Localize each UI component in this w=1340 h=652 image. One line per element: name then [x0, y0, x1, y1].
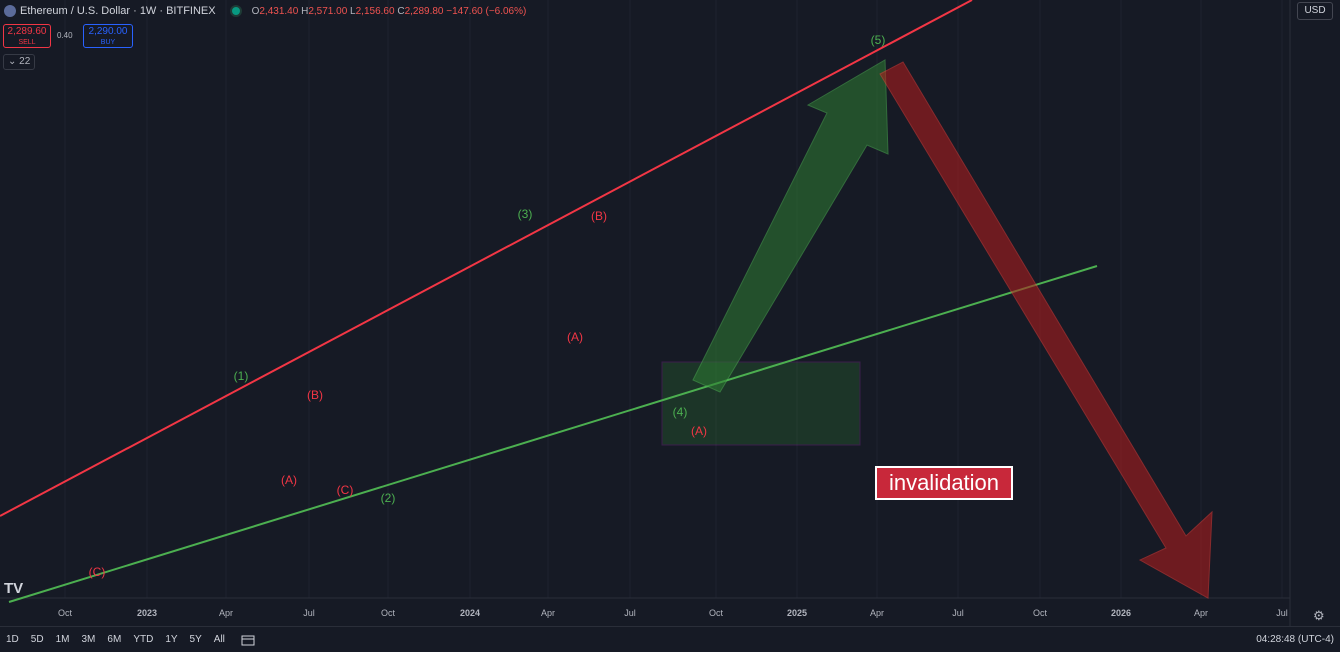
buy-button[interactable]: 2,290.00 BUY: [83, 24, 133, 48]
range-1d[interactable]: 1D: [6, 634, 19, 645]
x-tick-label: Apr: [219, 608, 233, 618]
symbol-title[interactable]: Ethereum / U.S. Dollar · 1W · BITFINEX: [20, 5, 216, 17]
range-5d[interactable]: 5D: [30, 634, 44, 645]
wave-label: (C): [89, 565, 106, 579]
x-tick-label: Oct: [1033, 608, 1048, 618]
range-1y[interactable]: 1Y: [165, 634, 178, 645]
wave-label: (1): [234, 369, 249, 383]
x-tick-label: Apr: [541, 608, 555, 618]
range-5y[interactable]: 5Y: [189, 634, 202, 645]
wave-label: (C): [337, 483, 354, 497]
bullish-projection-arrow: [692, 59, 889, 393]
x-tick-label: Jul: [303, 608, 315, 618]
gear-icon[interactable]: ⚙: [1313, 608, 1325, 623]
clock-readout[interactable]: 04:28:48 (UTC-4): [1256, 634, 1334, 645]
wave-label: (5): [871, 33, 886, 47]
spread-value: 0.40: [57, 31, 73, 40]
range-selector: 1D 5D 1M 3M 6M YTD 1Y 5Y All: [0, 634, 231, 645]
bearish-projection-arrow: [879, 61, 1213, 599]
indicators-toggle[interactable]: ⌄ 22: [3, 54, 36, 70]
x-tick-label: 2024: [460, 608, 480, 618]
range-1m[interactable]: 1M: [55, 634, 70, 645]
sell-button[interactable]: 2,289.60 SELL: [3, 24, 51, 48]
price-chart[interactable]: 8,800.008,000.007,200.006,450.005,700.00…: [0, 0, 1340, 626]
x-tick-label: Oct: [709, 608, 724, 618]
wave-label: (B): [591, 209, 607, 223]
wave-label: (A): [691, 424, 707, 438]
x-tick-label: 2026: [1111, 608, 1131, 618]
bottom-toolbar: 1D 5D 1M 3M 6M YTD 1Y 5Y All 04:28:48 (UTC-4): [0, 626, 1340, 652]
wave-label: (2): [381, 491, 396, 505]
x-tick-label: Oct: [58, 608, 73, 618]
wave-label: (3): [518, 207, 533, 221]
currency-button[interactable]: USD: [1297, 2, 1333, 20]
x-tick-label: 2023: [137, 608, 157, 618]
x-tick-label: Jul: [1276, 608, 1288, 618]
ohlc-values: O2,431.40 H2,571.00 L2,156.60 C2,289.80 …: [251, 5, 527, 17]
x-tick-label: Apr: [870, 608, 884, 618]
wave-label: (B): [307, 388, 323, 402]
lower-channel-line: [8, 265, 1098, 603]
upper-channel-line: [0, 0, 973, 517]
price-axis: [1290, 0, 1340, 626]
invalidation-annotation: invalidation: [875, 466, 1013, 500]
x-tick-label: Jul: [952, 608, 964, 618]
x-tick-label: 2025: [787, 608, 807, 618]
tradingview-logo: TV: [4, 580, 24, 597]
range-all[interactable]: All: [213, 634, 225, 645]
range-3m[interactable]: 3M: [81, 634, 96, 645]
wave-label: (A): [567, 330, 583, 344]
ethereum-coin-icon: [4, 5, 16, 17]
range-ytd[interactable]: YTD: [133, 634, 154, 645]
x-tick-label: Jul: [624, 608, 636, 618]
symbol-header: Ethereum / U.S. Dollar · 1W · BITFINEX O…: [0, 0, 526, 22]
x-tick-label: Apr: [1194, 608, 1208, 618]
wave-label: (A): [281, 473, 297, 487]
x-tick-label: Oct: [381, 608, 396, 618]
calendar-icon[interactable]: [241, 634, 255, 646]
wave-label: (4): [673, 405, 688, 419]
market-status-icon: [229, 5, 242, 17]
range-6m[interactable]: 6M: [107, 634, 122, 645]
